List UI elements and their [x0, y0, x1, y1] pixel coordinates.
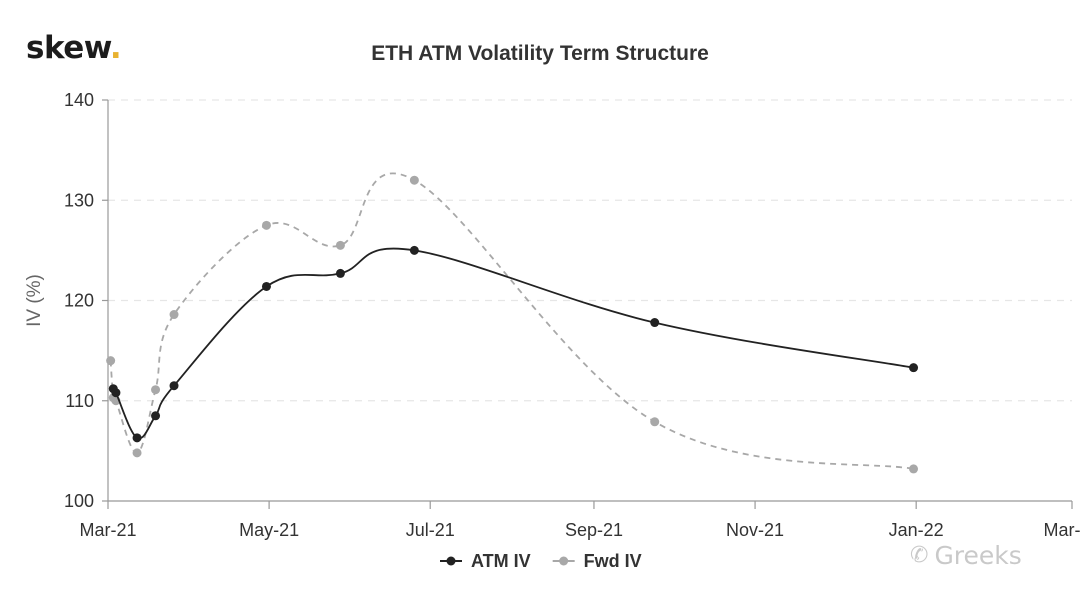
fwd-iv-point: [909, 464, 919, 474]
fwd-iv-point: [335, 240, 345, 250]
y-tick-label: 120: [64, 291, 94, 311]
x-tick-label: Nov-21: [726, 520, 784, 540]
atm-iv-point: [151, 411, 161, 421]
legend-fwd-iv-label: Fwd IV: [584, 551, 642, 571]
axes: 100 110 120 130 140 Mar-21 May-21 Jul-21 Sep-21 N…: [64, 90, 1080, 540]
series-layer: [106, 172, 919, 474]
atm-iv-point: [261, 281, 271, 291]
atm-iv-point: [335, 268, 345, 278]
atm-iv-point: [650, 318, 660, 328]
wechat-icon: ✆: [910, 543, 929, 568]
atm-iv-point: [909, 363, 919, 373]
fwd-iv-line: [109, 172, 914, 470]
fwd-iv-point: [132, 448, 142, 458]
fwd-iv-point: [106, 356, 116, 366]
fwd-iv-point: [650, 417, 660, 427]
grid-lines: [108, 99, 1072, 402]
y-tick-label: 100: [64, 491, 94, 511]
atm-iv-point: [132, 433, 142, 443]
legend: ATM IV Fwd IV: [440, 551, 642, 571]
y-tick-label: 110: [65, 391, 94, 411]
x-tick-label: Mar-21: [79, 520, 136, 540]
atm-iv-line: [112, 247, 914, 440]
atm-iv-point: [409, 245, 419, 255]
fwd-iv-point: [261, 220, 271, 230]
x-tick-label: Jan-22: [889, 520, 944, 540]
y-tick-label: 140: [64, 90, 94, 110]
atm-iv-point: [169, 381, 179, 391]
x-tick-label: Mar-22: [1043, 520, 1080, 540]
legend-fwd-iv-marker: [559, 556, 569, 566]
y-tick-label: 130: [64, 190, 94, 210]
fwd-iv-point: [409, 175, 419, 185]
x-tick-label: Sep-21: [565, 520, 623, 540]
watermark-text: Greeks: [934, 541, 1022, 570]
logo-text: skew: [26, 30, 110, 66]
chart-title: ETH ATM Volatility Term Structure: [371, 42, 709, 65]
logo-dot: .: [109, 30, 122, 66]
legend-atm-iv-marker: [446, 556, 456, 566]
legend-atm-iv-label: ATM IV: [471, 551, 531, 571]
fwd-iv-point: [151, 385, 161, 395]
atm-iv-point: [111, 388, 121, 398]
watermark: ✆ Greeks: [910, 541, 1022, 570]
fwd-iv-point: [169, 310, 179, 320]
y-axis-label: IV (%): [24, 274, 45, 327]
skew-logo: skew.: [26, 30, 122, 66]
x-tick-label: Jul-21: [406, 520, 455, 540]
x-tick-label: May-21: [239, 520, 299, 540]
